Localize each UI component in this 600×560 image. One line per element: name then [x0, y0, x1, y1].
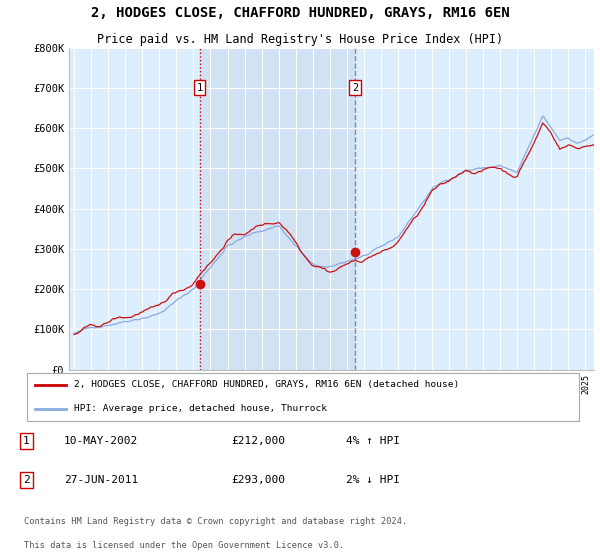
Text: Price paid vs. HM Land Registry's House Price Index (HPI): Price paid vs. HM Land Registry's House … — [97, 32, 503, 45]
Text: 2% ↓ HPI: 2% ↓ HPI — [346, 475, 400, 485]
Text: 2: 2 — [23, 475, 30, 485]
Text: 2, HODGES CLOSE, CHAFFORD HUNDRED, GRAYS, RM16 6EN (detached house): 2, HODGES CLOSE, CHAFFORD HUNDRED, GRAYS… — [74, 380, 460, 389]
Text: £212,000: £212,000 — [231, 436, 285, 446]
Text: 4% ↑ HPI: 4% ↑ HPI — [346, 436, 400, 446]
Text: 2, HODGES CLOSE, CHAFFORD HUNDRED, GRAYS, RM16 6EN: 2, HODGES CLOSE, CHAFFORD HUNDRED, GRAYS… — [91, 6, 509, 20]
FancyBboxPatch shape — [27, 373, 579, 421]
Bar — [200, 48, 355, 370]
Text: 1: 1 — [23, 436, 30, 446]
Text: Contains HM Land Registry data © Crown copyright and database right 2024.: Contains HM Land Registry data © Crown c… — [23, 517, 407, 526]
Text: HPI: Average price, detached house, Thurrock: HPI: Average price, detached house, Thur… — [74, 404, 327, 413]
Text: 1: 1 — [196, 83, 203, 93]
Text: 2: 2 — [352, 83, 358, 93]
Text: This data is licensed under the Open Government Licence v3.0.: This data is licensed under the Open Gov… — [23, 541, 344, 550]
Text: £293,000: £293,000 — [231, 475, 285, 485]
Text: 27-JUN-2011: 27-JUN-2011 — [64, 475, 138, 485]
Text: 10-MAY-2002: 10-MAY-2002 — [64, 436, 138, 446]
